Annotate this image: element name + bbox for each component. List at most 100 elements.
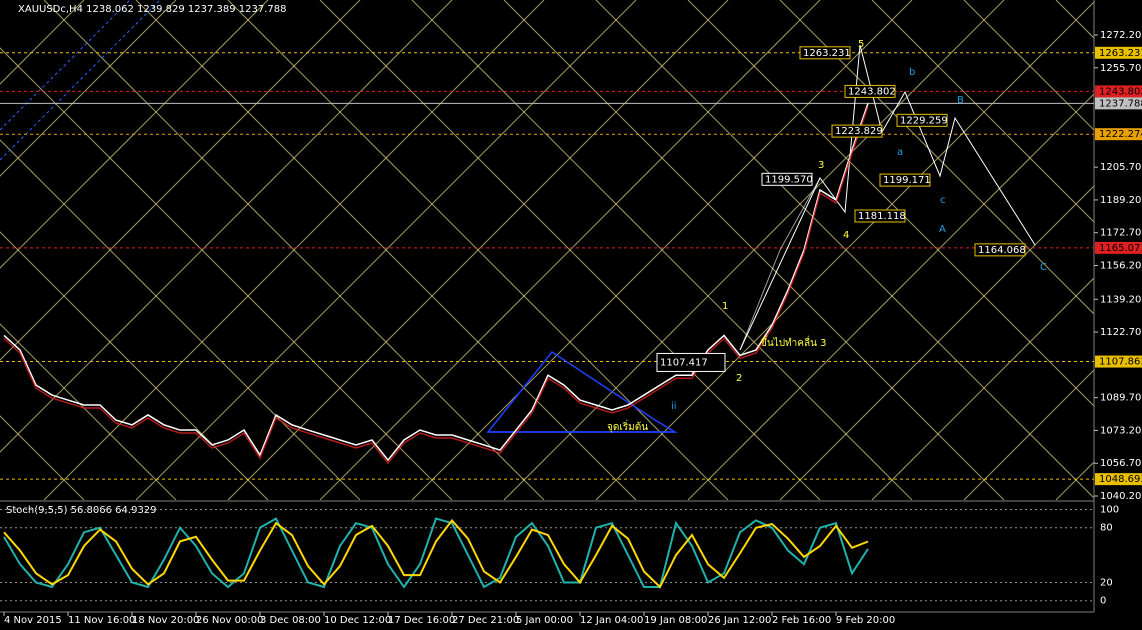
x-tick-label: 10 Dec 12:00 [324, 615, 391, 626]
wave-label: A [939, 224, 946, 235]
wave-projection [739, 177, 821, 351]
price-box-label: 1199.171 [883, 175, 931, 186]
level-label: 1165.071 [1099, 243, 1142, 254]
wave-label: b [909, 67, 915, 78]
x-tick-label: 9 Feb 20:00 [836, 615, 895, 626]
gann-line [963, 369, 1094, 500]
trend-line [0, 0, 131, 131]
level-tag [1095, 473, 1142, 486]
chart-title: XAUUSDc,H4 1238.062 1239.829 1237.389 12… [18, 4, 287, 15]
level-tag [1095, 46, 1142, 59]
gann-line [595, 1, 1094, 500]
gann-line [0, 0, 177, 177]
x-tick-label: 27 Dec 21:00 [452, 615, 519, 626]
y-tick-label: 1122.700 [1100, 327, 1142, 338]
y-tick-label: 1156.200 [1100, 261, 1142, 272]
y-tick-label: 1040.200 [1100, 491, 1142, 502]
stoch-tick-label: 20 [1100, 577, 1113, 588]
price-line [3, 103, 869, 462]
stoch-tick-label: 0 [1100, 596, 1106, 607]
gann-line [0, 323, 177, 500]
x-tick-label: 26 Nov 00:00 [196, 615, 263, 626]
x-tick-label: 26 Jan 12:00 [708, 615, 771, 626]
stoch-tick-label: 80 [1100, 523, 1113, 534]
wave-label: a [897, 147, 903, 158]
x-tick-label: 3 Dec 08:00 [260, 615, 321, 626]
gann-line [963, 0, 1094, 131]
price-box [974, 243, 1026, 257]
y-tick-label: 1056.700 [1100, 458, 1142, 469]
price-box [854, 209, 906, 223]
price-box-label: 1243.802 [848, 86, 896, 97]
gann-line [503, 0, 1005, 500]
wave-label: C [1040, 262, 1047, 273]
wave-label: 2 [736, 373, 742, 384]
gann-line [135, 0, 637, 500]
x-tick-label: 19 Jan 08:00 [644, 615, 707, 626]
price-box [761, 172, 813, 186]
gann-line [871, 277, 1094, 500]
gann-grid [0, 0, 1094, 500]
price-box [799, 46, 851, 60]
y-tick-label: 1272.200 [1100, 30, 1142, 41]
y-tick-label: 1089.700 [1100, 393, 1142, 404]
price-box-label: 1164.068 [978, 245, 1026, 256]
gann-line [0, 0, 85, 85]
level-label: 1107.863 [1099, 357, 1142, 368]
gann-line [687, 93, 1094, 500]
wave-label: B [957, 95, 964, 106]
price-box-label: 1263.231 [803, 48, 851, 59]
price-box-label: 1181.118 [858, 211, 906, 222]
wave-label: c [940, 195, 946, 206]
trend-line [0, 0, 161, 161]
level-tag [1095, 355, 1142, 368]
y-tick-label: 1073.200 [1100, 425, 1142, 436]
level-label: 1222.274 [1099, 129, 1142, 140]
y-tick-label: 1189.200 [1100, 195, 1142, 206]
level-label: 1237.788 [1099, 98, 1142, 109]
gann-line [779, 185, 1094, 500]
wave-label: ii [671, 401, 677, 412]
y-tick-label: 1139.200 [1100, 294, 1142, 305]
gann-line [0, 0, 361, 361]
stoch-title: Stoch(9,5,5) 56.8066 64.9329 [6, 505, 157, 516]
x-tick-label: 17 Dec 16:00 [388, 615, 455, 626]
price-box [879, 173, 931, 187]
wave-label: 4 [843, 230, 849, 241]
price-box [896, 113, 948, 127]
level-tag [1095, 128, 1142, 141]
gann-line [411, 0, 913, 500]
gann-line [43, 0, 545, 500]
price-box-label: 1199.570 [765, 174, 813, 185]
y-tick-label: 1205.700 [1100, 162, 1142, 173]
y-tick-label: 1255.700 [1100, 63, 1142, 74]
price-line-shadow [3, 106, 869, 465]
gann-line [871, 0, 1094, 223]
level-tag [1095, 241, 1142, 254]
price-box [656, 352, 726, 372]
x-tick-label: 12 Jan 04:00 [580, 615, 643, 626]
wave-label: 5 [858, 39, 864, 50]
level-label: 1243.802 [1099, 86, 1142, 97]
price-box-label: 1229.259 [900, 115, 948, 126]
wave-label: ขึ้นไปทำคลื่น 3 [760, 335, 826, 349]
level-tag [1095, 85, 1142, 98]
price-box [831, 124, 883, 138]
wave-label: 1 [722, 301, 728, 312]
gann-line [0, 0, 269, 269]
x-tick-label: 18 Nov 20:00 [132, 615, 199, 626]
level-label: 1263.231 [1099, 48, 1142, 59]
wave-label: จุดเริ่มต้น [607, 419, 648, 433]
price-box [844, 84, 896, 98]
stoch-tick-label: 100 [1100, 504, 1119, 515]
stoch-line [3, 518, 869, 589]
stoch-line [3, 517, 869, 589]
wave-label: 3 [818, 160, 824, 171]
gann-line [0, 415, 85, 500]
gann-line [319, 0, 821, 500]
price-box-label: 1223.829 [835, 126, 883, 137]
level-label: 1048.693 [1099, 474, 1142, 485]
x-tick-label: 4 Nov 2015 [4, 615, 62, 626]
